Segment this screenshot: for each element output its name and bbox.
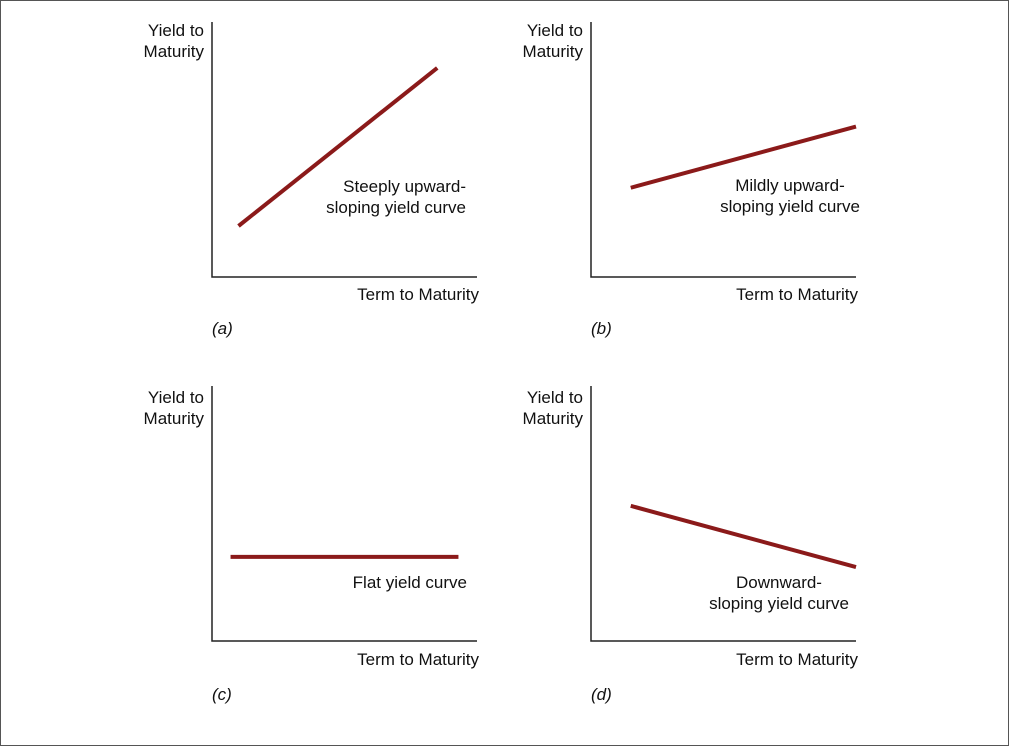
y-axis-label-line: Yield to [148, 21, 204, 40]
panel-a: Yield to Maturity Term to Maturity (a) Steep… [144, 21, 480, 338]
axis-lines [590, 386, 856, 642]
panel-c: Yield to Maturity Term to Maturity (c) Flat … [144, 386, 479, 704]
yield-curve-line [630, 124, 857, 190]
y-axis-label-line: Yield to [527, 388, 583, 407]
panel-label: (d) [591, 685, 612, 704]
yield-curve-line [630, 503, 857, 569]
y-axis-label-line: Yield to [527, 21, 583, 40]
curve-annotation-line: Steeply upward- [343, 177, 466, 196]
panel-label: (b) [591, 319, 612, 338]
curve-annotation: Steeply upward-sloping yield curve [326, 177, 466, 217]
panel-d: Yield to Maturity Term to Maturity (d) Downw… [523, 386, 858, 704]
y-axis-label-line: Maturity [523, 409, 584, 428]
axis-lines [211, 386, 477, 642]
curve-annotation: Flat yield curve [353, 573, 467, 592]
y-axis-label-line: Maturity [144, 409, 205, 428]
panel-label: (a) [212, 319, 233, 338]
y-axis-label-line: Maturity [523, 42, 584, 61]
curve-annotation-line: sloping yield curve [326, 198, 466, 217]
y-axis-label: Yield to Maturity [144, 21, 205, 61]
y-axis-label-line: Maturity [144, 42, 205, 61]
axis-lines [211, 22, 477, 278]
x-axis-label: Term to Maturity [736, 650, 858, 669]
yield-curve-line [237, 66, 439, 228]
curve-annotation: Mildly upward-sloping yield curve [720, 176, 860, 216]
panel-label: (c) [212, 685, 232, 704]
axis-lines [590, 22, 856, 278]
curve-annotation-line: Mildly upward- [735, 176, 845, 195]
y-axis-label: Yield to Maturity [523, 388, 584, 428]
panel-b: Yield to Maturity Term to Maturity (b) Mildl… [523, 21, 860, 338]
curve-annotation-line: sloping yield curve [709, 594, 849, 613]
y-axis-label: Yield to Maturity [144, 388, 205, 428]
curve-annotation-line: sloping yield curve [720, 197, 860, 216]
y-axis-label: Yield to Maturity [523, 21, 584, 61]
x-axis-label: Term to Maturity [736, 285, 858, 304]
x-axis-label: Term to Maturity [357, 650, 479, 669]
x-axis-label: Term to Maturity [357, 285, 479, 304]
curve-annotation: Downward-sloping yield curve [709, 573, 849, 613]
curve-annotation-line: Downward- [736, 573, 822, 592]
curve-annotation-line: Flat yield curve [353, 573, 467, 592]
y-axis-label-line: Yield to [148, 388, 204, 407]
